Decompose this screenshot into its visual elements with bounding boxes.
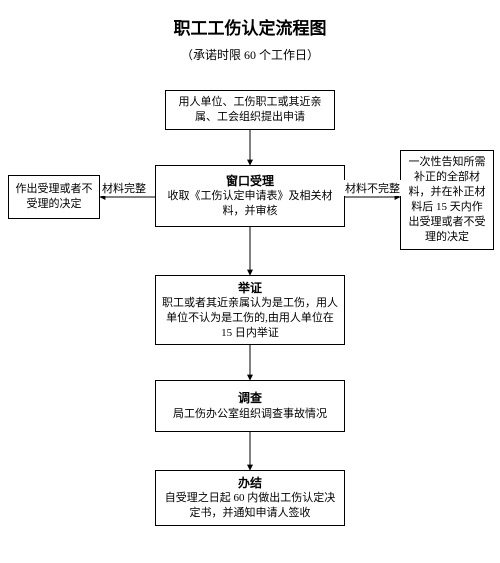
node-finish: 办结 自受理之日起 60 内做出工伤认定决定书，并通知申请人签收 [155,470,345,526]
node-body: 收取《工伤认定申请表》及相关材料，并审核 [162,189,338,219]
node-body: 作出受理或者不受理的决定 [15,182,93,212]
node-decision-complete: 作出受理或者不受理的决定 [8,175,100,219]
page-title: 职工工伤认定流程图 [0,14,500,39]
edge-label: 材料不完整 [344,180,401,196]
edge-label: 材料完整 [101,180,147,196]
node-title: 举证 [238,280,262,296]
page-subtitle: （承诺时限 60 个工作日） [0,46,500,63]
node-accept: 窗口受理 收取《工伤认定申请表》及相关材料，并审核 [155,165,345,227]
node-apply: 用人单位、工伤职工或其近亲属、工会组织提出申请 [165,90,335,130]
node-title: 窗口受理 [226,173,274,189]
node-proof: 举证 职工或者其近亲属认为是工伤，用人单位不认为是工伤的,由用人单位在 15 日… [155,275,345,345]
flowchart-canvas: 职工工伤认定流程图 （承诺时限 60 个工作日） 用人单位、工伤职工或其近亲属、… [0,0,500,563]
node-decision-incomplete: 一次性告知所需补正的全部材料，并在补正材料后 15 天内作出受理或者不受理的决定 [400,150,494,250]
node-body: 一次性告知所需补正的全部材料，并在补正材料后 15 天内作出受理或者不受理的决定 [407,155,487,244]
node-body: 局工伤办公室组织调查事故情况 [173,407,327,422]
node-body: 用人单位、工伤职工或其近亲属、工会组织提出申请 [172,95,328,125]
node-body: 自受理之日起 60 内做出工伤认定决定书，并通知申请人签收 [162,491,338,521]
node-investigation: 调查 局工伤办公室组织调查事故情况 [155,380,345,432]
node-body: 职工或者其近亲属认为是工伤，用人单位不认为是工伤的,由用人单位在 15 日内举证 [162,296,338,341]
node-title: 办结 [238,475,262,491]
node-title: 调查 [238,390,262,406]
